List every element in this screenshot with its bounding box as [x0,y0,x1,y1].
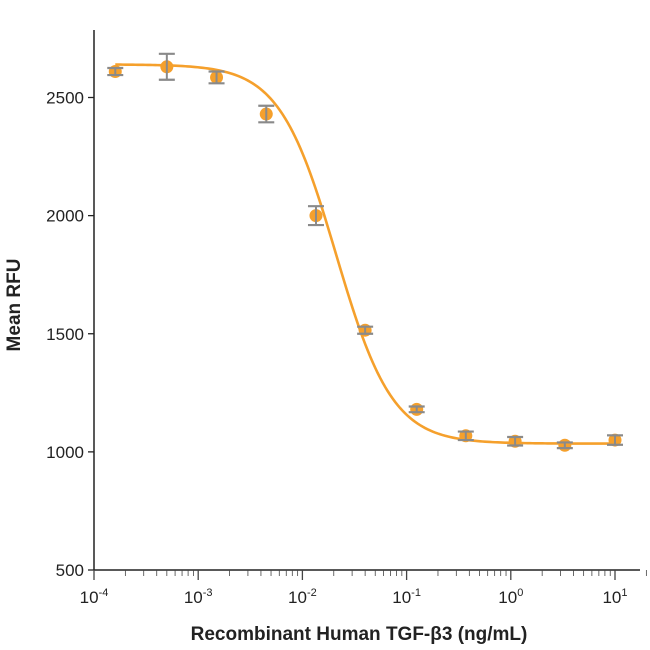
x-tick-label: 100 [498,587,523,607]
plot-area [107,52,623,452]
y-axis-title: Mean RFU [4,259,25,352]
y-tick-label: 500 [56,561,84,580]
x-tick-exponent: 1 [621,587,627,599]
y-tick-label: 2000 [46,207,84,226]
x-tick-base: 10 [602,588,621,607]
x-tick-exponent: -2 [307,587,317,599]
x-tick-exponent: -1 [411,587,421,599]
y-tick-label: 1000 [46,443,84,462]
y-tick-label: 1500 [46,325,84,344]
x-tick-base: 10 [184,588,203,607]
y-tick-label: 2500 [46,89,84,108]
x-tick-base: 10 [498,588,517,607]
x-tick-label: 101 [602,587,627,607]
x-tick-exponent: -4 [99,587,109,599]
y-axis-ticks: 500 1000 1500 2000 2500 [46,89,94,580]
x-tick-exponent: -3 [203,587,213,599]
x-tick-label: 10-2 [288,587,317,607]
x-tick-base: 10 [80,588,99,607]
x-axis-title: Recombinant Human TGF-β3 (ng/mL) [191,624,528,645]
x-axis-ticks: 10-4 10-3 10-2 10-1 100 101 [80,570,647,607]
x-tick-label: 10-1 [392,587,421,607]
fit-curve [115,63,616,445]
x-tick-label: 10-4 [80,587,109,607]
x-tick-label: 10-3 [184,587,213,607]
x-tick-base: 10 [288,588,307,607]
x-tick-exponent: 0 [517,587,523,599]
x-tick-base: 10 [392,588,411,607]
